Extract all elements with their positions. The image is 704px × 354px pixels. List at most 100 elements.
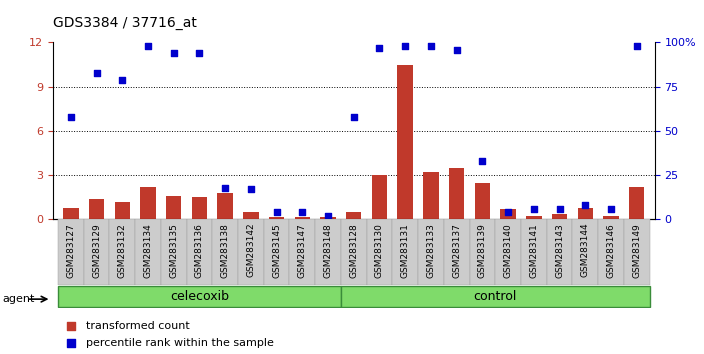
Text: GSM283137: GSM283137 bbox=[452, 223, 461, 278]
Text: celecoxib: celecoxib bbox=[170, 290, 229, 303]
Point bbox=[65, 114, 77, 120]
Text: GSM283142: GSM283142 bbox=[246, 223, 256, 278]
Text: percentile rank within the sample: percentile rank within the sample bbox=[86, 338, 274, 348]
Bar bbox=[372, 175, 387, 219]
Point bbox=[194, 50, 205, 56]
Point bbox=[348, 114, 359, 120]
Text: control: control bbox=[474, 290, 517, 303]
Bar bbox=[521, 219, 547, 285]
Bar bbox=[526, 216, 541, 219]
Bar bbox=[58, 219, 84, 285]
Point bbox=[579, 202, 591, 208]
Bar bbox=[89, 199, 104, 219]
Text: GSM283145: GSM283145 bbox=[272, 223, 281, 278]
Text: GSM283130: GSM283130 bbox=[375, 223, 384, 278]
Bar bbox=[367, 219, 392, 285]
Bar bbox=[63, 208, 79, 219]
Bar bbox=[238, 219, 264, 285]
Bar bbox=[213, 219, 238, 285]
Bar bbox=[598, 219, 624, 285]
Bar bbox=[269, 217, 284, 219]
Text: GDS3384 / 37716_at: GDS3384 / 37716_at bbox=[53, 16, 196, 30]
Bar bbox=[341, 219, 367, 285]
Bar bbox=[392, 219, 418, 285]
Point bbox=[271, 210, 282, 215]
Text: GSM283131: GSM283131 bbox=[401, 223, 410, 278]
Bar bbox=[191, 198, 207, 219]
Bar bbox=[495, 219, 521, 285]
Point bbox=[605, 206, 617, 212]
Bar bbox=[115, 202, 130, 219]
Text: GSM283141: GSM283141 bbox=[529, 223, 539, 278]
Point bbox=[117, 77, 128, 82]
Bar bbox=[109, 219, 135, 285]
Text: GSM283136: GSM283136 bbox=[195, 223, 204, 278]
Point bbox=[245, 187, 256, 192]
Bar bbox=[423, 172, 439, 219]
Text: GSM283133: GSM283133 bbox=[427, 223, 436, 278]
Text: GSM283148: GSM283148 bbox=[324, 223, 332, 278]
Bar bbox=[140, 187, 156, 219]
Bar bbox=[470, 219, 495, 285]
Bar bbox=[243, 212, 258, 219]
Text: agent: agent bbox=[2, 294, 34, 304]
Bar bbox=[577, 208, 593, 219]
Point bbox=[296, 210, 308, 215]
Point bbox=[513, 266, 524, 271]
Bar bbox=[166, 196, 182, 219]
Text: GSM283149: GSM283149 bbox=[632, 223, 641, 278]
Text: GSM283127: GSM283127 bbox=[66, 223, 75, 278]
Bar bbox=[624, 219, 650, 285]
Text: GSM283128: GSM283128 bbox=[349, 223, 358, 278]
Text: transformed count: transformed count bbox=[86, 321, 189, 331]
Bar bbox=[398, 65, 413, 219]
Point bbox=[220, 185, 231, 190]
Bar bbox=[84, 219, 109, 285]
Bar bbox=[552, 213, 567, 219]
Bar bbox=[294, 217, 310, 219]
Bar bbox=[547, 219, 572, 285]
Point bbox=[513, 105, 524, 110]
Bar bbox=[315, 219, 341, 285]
Text: GSM283140: GSM283140 bbox=[503, 223, 513, 278]
Text: GSM283129: GSM283129 bbox=[92, 223, 101, 278]
Point bbox=[91, 70, 102, 75]
Bar bbox=[501, 209, 516, 219]
Bar bbox=[218, 193, 233, 219]
Point bbox=[425, 43, 436, 49]
Bar bbox=[629, 187, 644, 219]
Point bbox=[374, 45, 385, 51]
Bar bbox=[474, 183, 490, 219]
Bar bbox=[187, 219, 213, 285]
Text: GSM283147: GSM283147 bbox=[298, 223, 307, 278]
Bar bbox=[444, 219, 470, 285]
Point bbox=[451, 47, 463, 52]
Text: GSM283143: GSM283143 bbox=[555, 223, 564, 278]
Text: GSM283135: GSM283135 bbox=[169, 223, 178, 278]
Text: GSM283146: GSM283146 bbox=[606, 223, 615, 278]
Point bbox=[503, 210, 514, 215]
Point bbox=[322, 213, 334, 219]
Text: GSM283139: GSM283139 bbox=[478, 223, 487, 278]
Point bbox=[477, 158, 488, 164]
Bar bbox=[161, 219, 187, 285]
Text: GSM283134: GSM283134 bbox=[144, 223, 153, 278]
Bar bbox=[58, 286, 341, 307]
Bar bbox=[135, 219, 161, 285]
Point bbox=[631, 43, 642, 49]
Point bbox=[168, 50, 180, 56]
Text: GSM283144: GSM283144 bbox=[581, 223, 590, 278]
Point bbox=[142, 43, 153, 49]
Point bbox=[400, 43, 411, 49]
Bar bbox=[264, 219, 289, 285]
Bar bbox=[341, 286, 650, 307]
Bar bbox=[418, 219, 444, 285]
Point bbox=[528, 206, 539, 212]
Text: GSM283132: GSM283132 bbox=[118, 223, 127, 278]
Point bbox=[554, 206, 565, 212]
Bar bbox=[289, 219, 315, 285]
Bar bbox=[449, 168, 465, 219]
Bar bbox=[320, 217, 336, 219]
Bar bbox=[603, 216, 619, 219]
Bar bbox=[346, 212, 361, 219]
